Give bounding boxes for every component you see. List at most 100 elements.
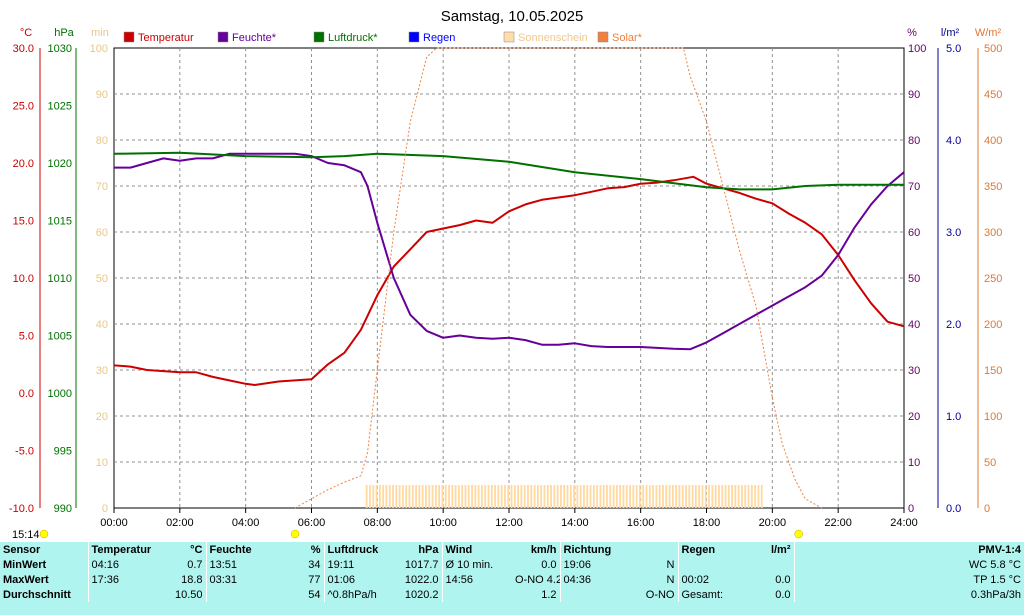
legend-swatch xyxy=(597,31,609,43)
rain-tick-label: 3.0 xyxy=(946,227,961,239)
sunshine-bar xyxy=(530,485,533,508)
wind-time xyxy=(441,587,512,602)
legend-swatch xyxy=(313,31,325,43)
temp-tick-label: 25.0 xyxy=(13,101,34,113)
dir-value: N xyxy=(666,558,675,571)
humidity-tick-label: 30 xyxy=(908,365,920,377)
sunshine-bar xyxy=(731,485,733,508)
sunshine-bar xyxy=(642,485,645,508)
sunshine-bar xyxy=(602,485,605,508)
temp-axis-unit: °C xyxy=(20,27,32,39)
minutes-tick-label: 10 xyxy=(96,457,108,469)
solar-axis-unit: W/m² xyxy=(975,27,1002,39)
minutes-tick-label: 90 xyxy=(96,89,108,101)
stats-panel: Sensor Temperatur °C Feuchte % Luftdruck… xyxy=(0,542,1024,615)
sunshine-bar xyxy=(576,485,579,508)
legend-swatch xyxy=(217,31,229,43)
sunshine-bar xyxy=(718,485,720,508)
wind-value: 0.0 xyxy=(541,558,557,571)
sunshine-bar xyxy=(375,485,378,508)
pressure-tick-label: 1020 xyxy=(48,158,72,170)
sunshine-bar xyxy=(372,485,375,508)
minutes-tick-label: 60 xyxy=(96,227,108,239)
sunshine-bar xyxy=(471,485,473,508)
pressure-tick-label: 1025 xyxy=(48,101,72,113)
sunshine-bar xyxy=(671,485,674,508)
sunshine-bar xyxy=(507,485,510,508)
humidity-tick-label: 10 xyxy=(908,457,920,469)
sunshine-bar xyxy=(405,485,408,508)
sunshine-bar xyxy=(724,485,727,508)
dir-value: N xyxy=(666,573,675,586)
sunshine-bar xyxy=(652,485,654,508)
humidity-tick-label: 20 xyxy=(908,411,920,423)
sunshine-bar xyxy=(704,485,707,508)
pressure-tick-label: 1010 xyxy=(48,273,72,285)
sunshine-bar xyxy=(639,485,641,508)
solar-tick-label: 100 xyxy=(984,411,1002,423)
legend-swatch xyxy=(503,31,515,43)
sunshine-bar xyxy=(500,485,503,508)
minutes-tick-label: 40 xyxy=(96,319,108,331)
rain-value: 0.0 xyxy=(775,573,791,586)
sunshine-bar xyxy=(398,485,401,508)
wind-header: Wind xyxy=(441,542,512,557)
temp-tick-label: 30.0 xyxy=(13,43,34,55)
solar-tick-label: 0 xyxy=(984,503,990,515)
sunshine-bar xyxy=(737,485,740,508)
stats-row-min: MinWert 04:16 0.7 13:51 34 19:11 1017.7 … xyxy=(0,557,1024,572)
rain-tick-label: 2.0 xyxy=(946,319,961,331)
rain-tick-label: 1.0 xyxy=(946,411,961,423)
press-header: Luftdruck xyxy=(323,542,388,557)
wind-value: O-NO 4.2 xyxy=(515,573,560,586)
sunshine-bar xyxy=(517,485,520,508)
sunshine-bar xyxy=(510,485,513,508)
humidity-tick-label: 80 xyxy=(908,135,920,147)
legend-label: Luftdruck* xyxy=(328,32,378,44)
solar-line xyxy=(294,47,822,509)
temp-time: 04:16 xyxy=(87,557,152,572)
sunshine-bar xyxy=(540,485,543,508)
sunshine-bar xyxy=(698,485,701,508)
time-marker-label: 15:14 xyxy=(12,529,40,541)
rain-unit: l/m² xyxy=(770,543,791,556)
x-tick-label: 04:00 xyxy=(232,517,260,529)
sunshine-bar xyxy=(635,485,638,508)
temp-tick-label: 10.0 xyxy=(13,273,34,285)
dir-header: Richtung xyxy=(559,542,620,557)
sunshine-bar xyxy=(721,485,724,508)
sunshine-bar xyxy=(741,485,743,508)
pmv-value: WC 5.8 °C xyxy=(793,557,1024,572)
sunshine-bar xyxy=(543,485,546,508)
x-tick-label: 18:00 xyxy=(693,517,721,529)
sunshine-bar xyxy=(727,485,730,508)
sunshine-bar xyxy=(484,485,487,508)
sunshine-bar xyxy=(434,485,437,508)
temp-tick-label: -5.0 xyxy=(15,446,34,458)
weather-chart: Samstag, 10.05.2025 30.0 25.0 20.0 15.0 10.0 5… xyxy=(9,8,1002,541)
sunshine-bar xyxy=(714,485,717,508)
sunshine-bar xyxy=(609,485,612,508)
solar-tick-label: 400 xyxy=(984,135,1002,147)
press-unit: hPa xyxy=(418,543,439,556)
sunshine-bar xyxy=(527,485,529,508)
sunshine-bar xyxy=(648,485,651,508)
sunshine-bar xyxy=(451,485,454,508)
sunshine-bar xyxy=(395,485,398,508)
legend-label: Regen xyxy=(423,32,455,44)
humidity-tick-label: 0 xyxy=(908,503,914,515)
sunshine-bar xyxy=(573,485,575,508)
x-tick-label: 24:00 xyxy=(890,517,918,529)
humidity-line xyxy=(114,152,905,351)
sunshine-bar xyxy=(685,485,687,508)
row-label: Durchschnitt xyxy=(3,588,71,601)
sunshine-bar xyxy=(655,485,658,508)
sunshine-bar xyxy=(408,485,411,508)
sunshine-bar xyxy=(461,485,464,508)
minutes-tick-label: 30 xyxy=(96,365,108,377)
legend-label: Solar* xyxy=(612,32,643,44)
pressure-tick-label: 990 xyxy=(54,503,72,515)
legend-label: Temperatur xyxy=(138,32,194,44)
sunshine-bar xyxy=(662,485,664,508)
hum-time: 13:51 xyxy=(205,557,270,572)
